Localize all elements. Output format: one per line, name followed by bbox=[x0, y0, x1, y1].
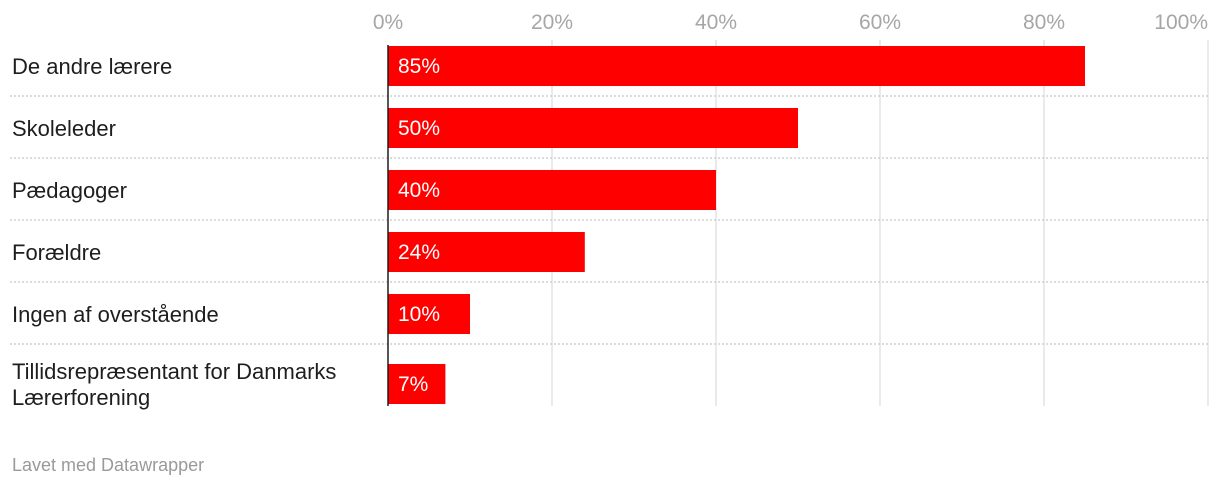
category-label: Pædagoger bbox=[12, 178, 127, 203]
category-label: De andre lærere bbox=[12, 54, 172, 79]
bars: 85% 50% 40% 24% 10% 7% bbox=[388, 46, 1085, 404]
category-labels: De andre lærere Skoleleder Pædagoger Foræld… bbox=[12, 54, 336, 410]
value-label: 40% bbox=[398, 179, 440, 202]
category-label-line: Tillidsrepræsentant for Danmarks bbox=[12, 359, 336, 384]
gridlines bbox=[10, 40, 1209, 406]
bar bbox=[388, 232, 585, 272]
x-axis-ticks: 0% 20% 40% 60% 80% 100% bbox=[373, 11, 1208, 34]
value-label: 10% bbox=[398, 303, 440, 326]
value-label: 7% bbox=[398, 373, 428, 396]
bar bbox=[388, 364, 446, 404]
bar bbox=[388, 46, 1085, 86]
x-tick-label: 40% bbox=[695, 11, 737, 34]
x-tick-label: 0% bbox=[373, 11, 403, 34]
x-tick-label: 80% bbox=[1023, 11, 1065, 34]
value-label: 50% bbox=[398, 117, 440, 140]
category-label: Forældre bbox=[12, 240, 101, 265]
bar bbox=[388, 170, 716, 210]
x-tick-label: 60% bbox=[859, 11, 901, 34]
bar bbox=[388, 108, 798, 148]
credit-text: Lavet med Datawrapper bbox=[12, 455, 205, 475]
x-tick-label: 20% bbox=[531, 11, 573, 34]
category-label: Ingen af overstående bbox=[12, 302, 219, 327]
bar bbox=[388, 294, 470, 334]
value-label: 24% bbox=[398, 241, 440, 264]
category-label: Skoleleder bbox=[12, 116, 116, 141]
x-tick-label: 100% bbox=[1154, 11, 1208, 34]
category-label-line: Lærerforening bbox=[12, 385, 150, 410]
category-label: Tillidsrepræsentant for Danmarks Lærerfor… bbox=[12, 359, 336, 410]
value-label: 85% bbox=[398, 55, 440, 78]
